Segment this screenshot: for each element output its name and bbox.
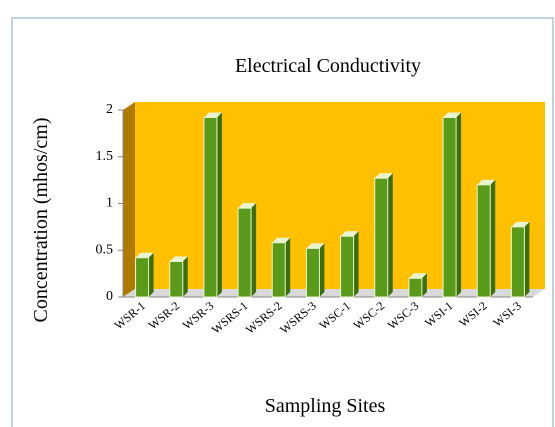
bar (203, 116, 218, 298)
bar-side (524, 221, 530, 297)
bar-side (251, 203, 257, 297)
bar-top (238, 203, 257, 209)
floor (123, 289, 545, 297)
side-wall (123, 102, 135, 297)
bar (169, 260, 184, 298)
bar-side (387, 173, 393, 297)
bar-side (456, 112, 462, 297)
bar-top (340, 231, 359, 237)
bar-top (135, 252, 154, 258)
bar (237, 207, 252, 298)
bar-side (285, 237, 291, 297)
bar-side (421, 273, 427, 297)
bar-top (169, 256, 188, 262)
bar (271, 242, 286, 298)
bar-side (490, 179, 496, 297)
y-tick-label: 0.5 (96, 242, 114, 257)
chart-title: Electrical Conductivity (235, 55, 421, 77)
bar (442, 116, 457, 298)
bar (305, 247, 320, 298)
bar-top (272, 237, 291, 243)
y-tick-label: 0 (106, 289, 113, 304)
bar-top (408, 273, 427, 279)
bar-top (306, 243, 325, 249)
bar (135, 257, 150, 298)
bar (408, 277, 423, 298)
bar-side (148, 252, 154, 297)
bar-top (374, 173, 393, 179)
bar (476, 184, 491, 298)
bar-side (182, 256, 188, 297)
bar-side (353, 231, 359, 297)
y-tick-label: 1.5 (96, 149, 114, 164)
bar-top (443, 112, 462, 118)
y-tick-label: 1 (106, 196, 113, 211)
bar-top (477, 179, 496, 185)
bar-side (216, 112, 222, 297)
bar-top (511, 221, 530, 227)
y-axis-label: Concentration (mhos/cm) (30, 118, 52, 323)
bar (340, 235, 355, 298)
bar-top (203, 112, 222, 118)
x-axis-label: Sampling Sites (265, 395, 386, 417)
back-wall (135, 102, 545, 289)
bar (374, 177, 389, 298)
bar-side (319, 243, 325, 297)
bar (510, 226, 525, 298)
y-tick-label: 2 (106, 102, 113, 117)
